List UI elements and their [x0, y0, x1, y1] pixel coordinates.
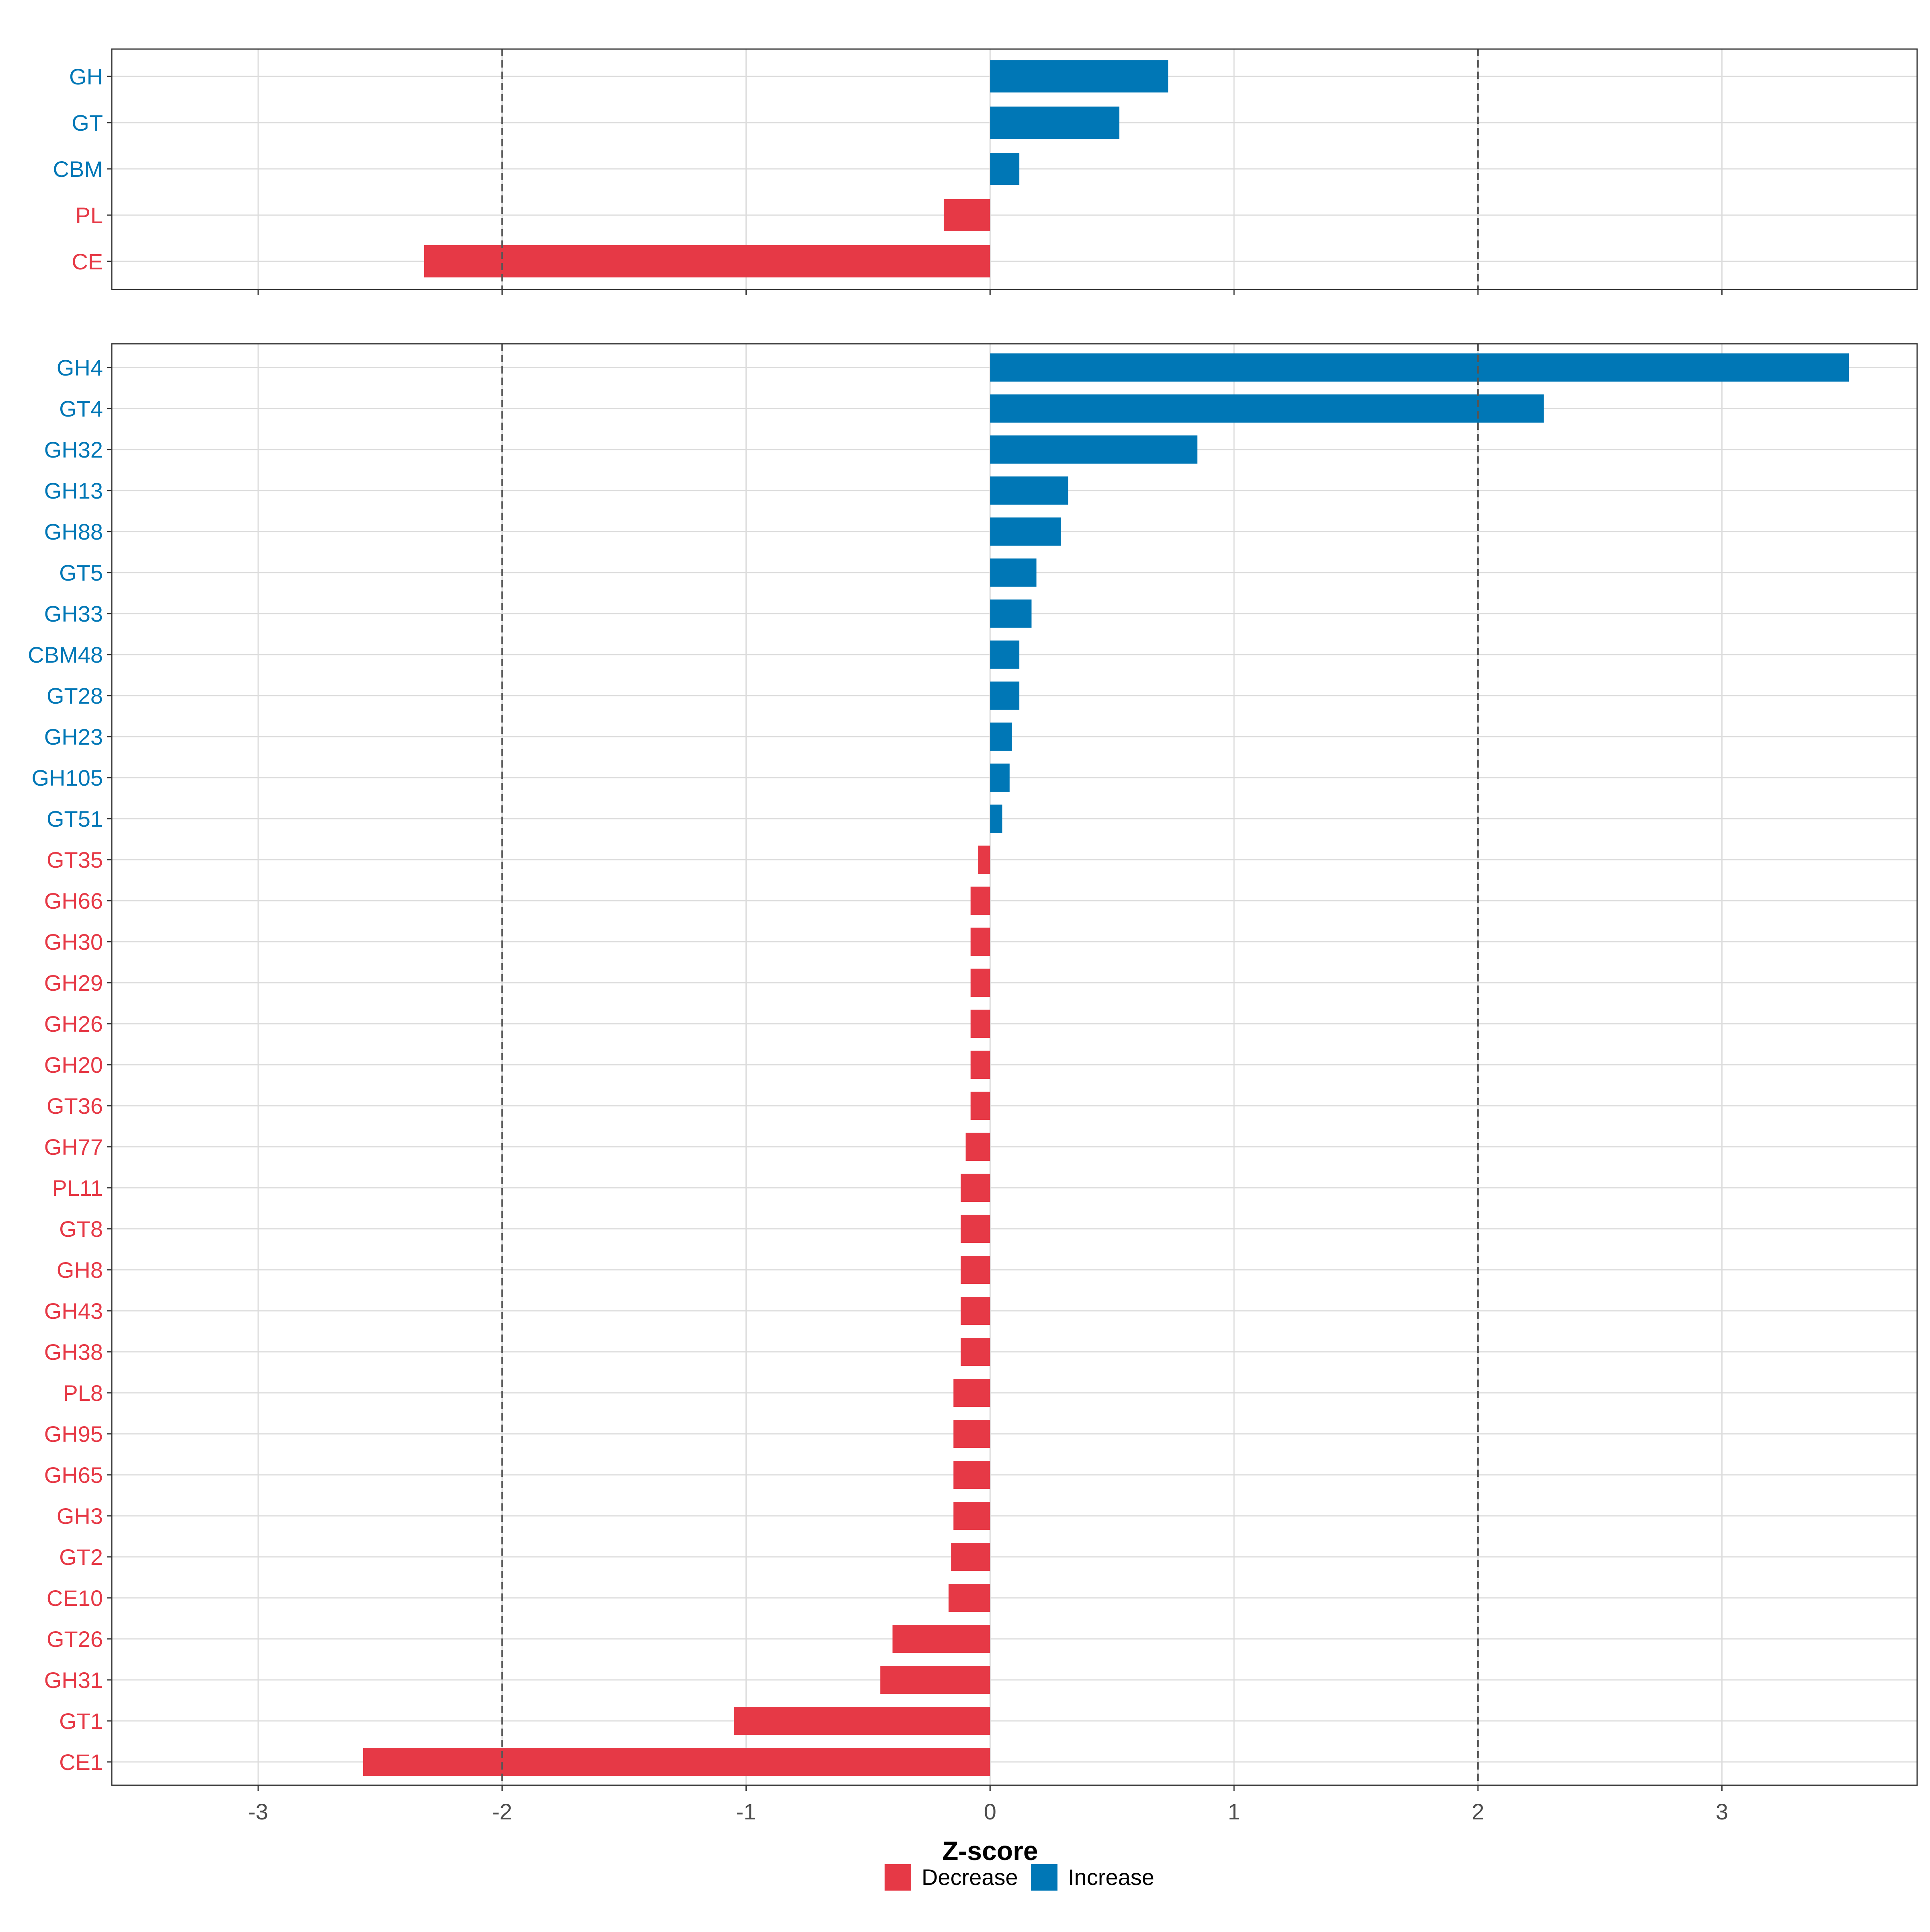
- bar-GH26: [970, 1010, 990, 1038]
- bar-GT28: [990, 682, 1020, 710]
- bar-GH77: [965, 1133, 990, 1161]
- y-tick-label: GT35: [47, 847, 103, 873]
- y-tick-label: GT51: [47, 806, 103, 832]
- y-tick-label: PL11: [52, 1175, 103, 1201]
- bar-GH105: [990, 764, 1010, 792]
- bar-GH23: [990, 723, 1012, 751]
- panel-top: GH GT CBM PL CE: [53, 48, 1918, 295]
- legend-label: Increase: [1068, 1864, 1154, 1890]
- bar-GH4: [990, 353, 1849, 382]
- legend-swatch: [1031, 1864, 1057, 1891]
- x-tick-label: 1: [1228, 1799, 1240, 1824]
- y-tick-label: GH105: [32, 765, 103, 790]
- bar-GH66: [970, 887, 990, 915]
- bar-GT36: [970, 1092, 990, 1120]
- y-tick-label: GH29: [44, 970, 103, 996]
- y-tick-label: CBM48: [28, 642, 103, 667]
- bar-GT: [990, 107, 1119, 139]
- y-tick-label: GH: [69, 64, 103, 89]
- bar-CE: [424, 245, 990, 277]
- y-tick-label: CE1: [59, 1749, 103, 1775]
- bar-GH29: [970, 969, 990, 997]
- x-tick-label: 0: [984, 1799, 996, 1824]
- y-tick-label: GT: [72, 110, 103, 136]
- y-tick-label: GH31: [44, 1667, 103, 1693]
- y-tick-label: GH33: [44, 601, 103, 626]
- bar-CBM: [990, 153, 1020, 185]
- y-tick-label: GT8: [59, 1216, 103, 1242]
- y-tick-label: GH38: [44, 1339, 103, 1365]
- legend-label: Decrease: [922, 1864, 1018, 1890]
- y-tick-label: GT26: [47, 1626, 103, 1652]
- bar-GH13: [990, 476, 1068, 505]
- bar-CE1: [363, 1748, 990, 1776]
- x-tick-label: 3: [1716, 1799, 1728, 1824]
- bar-GH38: [961, 1338, 990, 1366]
- y-tick-label: GH23: [44, 724, 103, 749]
- y-tick-label: GH3: [57, 1503, 103, 1529]
- legend: Decrease Increase: [885, 1864, 1154, 1891]
- y-tick-label: GT36: [47, 1093, 103, 1119]
- bar-CBM48: [990, 641, 1020, 669]
- y-tick-label: PL: [76, 203, 103, 228]
- bar-GH: [990, 60, 1168, 92]
- y-tick-label: GT1: [59, 1708, 103, 1734]
- y-tick-label: GH26: [44, 1011, 103, 1037]
- bar-GT8: [961, 1215, 990, 1243]
- y-tick-label: GH4: [57, 355, 103, 380]
- bar-PL8: [953, 1379, 990, 1407]
- bar-PL: [944, 199, 990, 231]
- bar-GT35: [977, 846, 990, 874]
- bar-PL11: [961, 1174, 990, 1202]
- bar-GT26: [892, 1625, 990, 1653]
- legend-swatch: [885, 1864, 911, 1891]
- x-tick-label: -1: [736, 1799, 756, 1824]
- bar-GH43: [961, 1297, 990, 1325]
- bar-GT2: [951, 1543, 990, 1571]
- y-tick-label: GH8: [57, 1257, 103, 1283]
- bar-CE10: [949, 1584, 990, 1612]
- y-tick-label: GH43: [44, 1298, 103, 1324]
- bar-GH8: [961, 1256, 990, 1284]
- x-axis-title: Z-score: [942, 1836, 1038, 1866]
- bar-GH31: [880, 1666, 990, 1694]
- x-tick-label: -3: [248, 1799, 268, 1824]
- y-tick-label: CE: [72, 249, 103, 274]
- bar-GT4: [990, 394, 1544, 423]
- y-tick-label: GT4: [59, 396, 103, 421]
- bar-GH32: [990, 435, 1198, 464]
- panel-bottom: GH4 GT4 GH32 GH13 GH88 GT5 GH33 CBM48 GT28 GH23 GH…: [28, 343, 1918, 1791]
- bar-GT1: [734, 1707, 990, 1735]
- bar-GH65: [953, 1461, 990, 1489]
- y-tick-label: GT5: [59, 560, 103, 585]
- bar-GH88: [990, 517, 1061, 546]
- bar-GH33: [990, 600, 1032, 628]
- bar-GH20: [970, 1051, 990, 1079]
- y-tick-label: GH66: [44, 888, 103, 914]
- y-tick-label: GH88: [44, 519, 103, 544]
- x-tick-label: -2: [492, 1799, 512, 1824]
- bar-GT51: [990, 805, 1002, 833]
- y-tick-label: GH77: [44, 1134, 103, 1160]
- y-tick-label: GH20: [44, 1052, 103, 1078]
- y-tick-label: CBM: [53, 156, 103, 182]
- y-tick-label: GH30: [44, 929, 103, 955]
- y-tick-label: GH32: [44, 437, 103, 462]
- y-tick-label: GT28: [47, 683, 103, 708]
- bar-GT5: [990, 558, 1037, 587]
- x-tick-label: 2: [1472, 1799, 1484, 1824]
- y-tick-label: CE10: [47, 1585, 103, 1611]
- bar-GH3: [953, 1502, 990, 1530]
- y-tick-label: GH13: [44, 478, 103, 503]
- y-tick-label: GH95: [44, 1421, 103, 1447]
- bar-GH95: [953, 1420, 990, 1448]
- y-tick-label: GH65: [44, 1462, 103, 1488]
- y-tick-label: PL8: [63, 1380, 103, 1406]
- y-tick-label: GT2: [59, 1544, 103, 1570]
- bar-GH30: [970, 928, 990, 956]
